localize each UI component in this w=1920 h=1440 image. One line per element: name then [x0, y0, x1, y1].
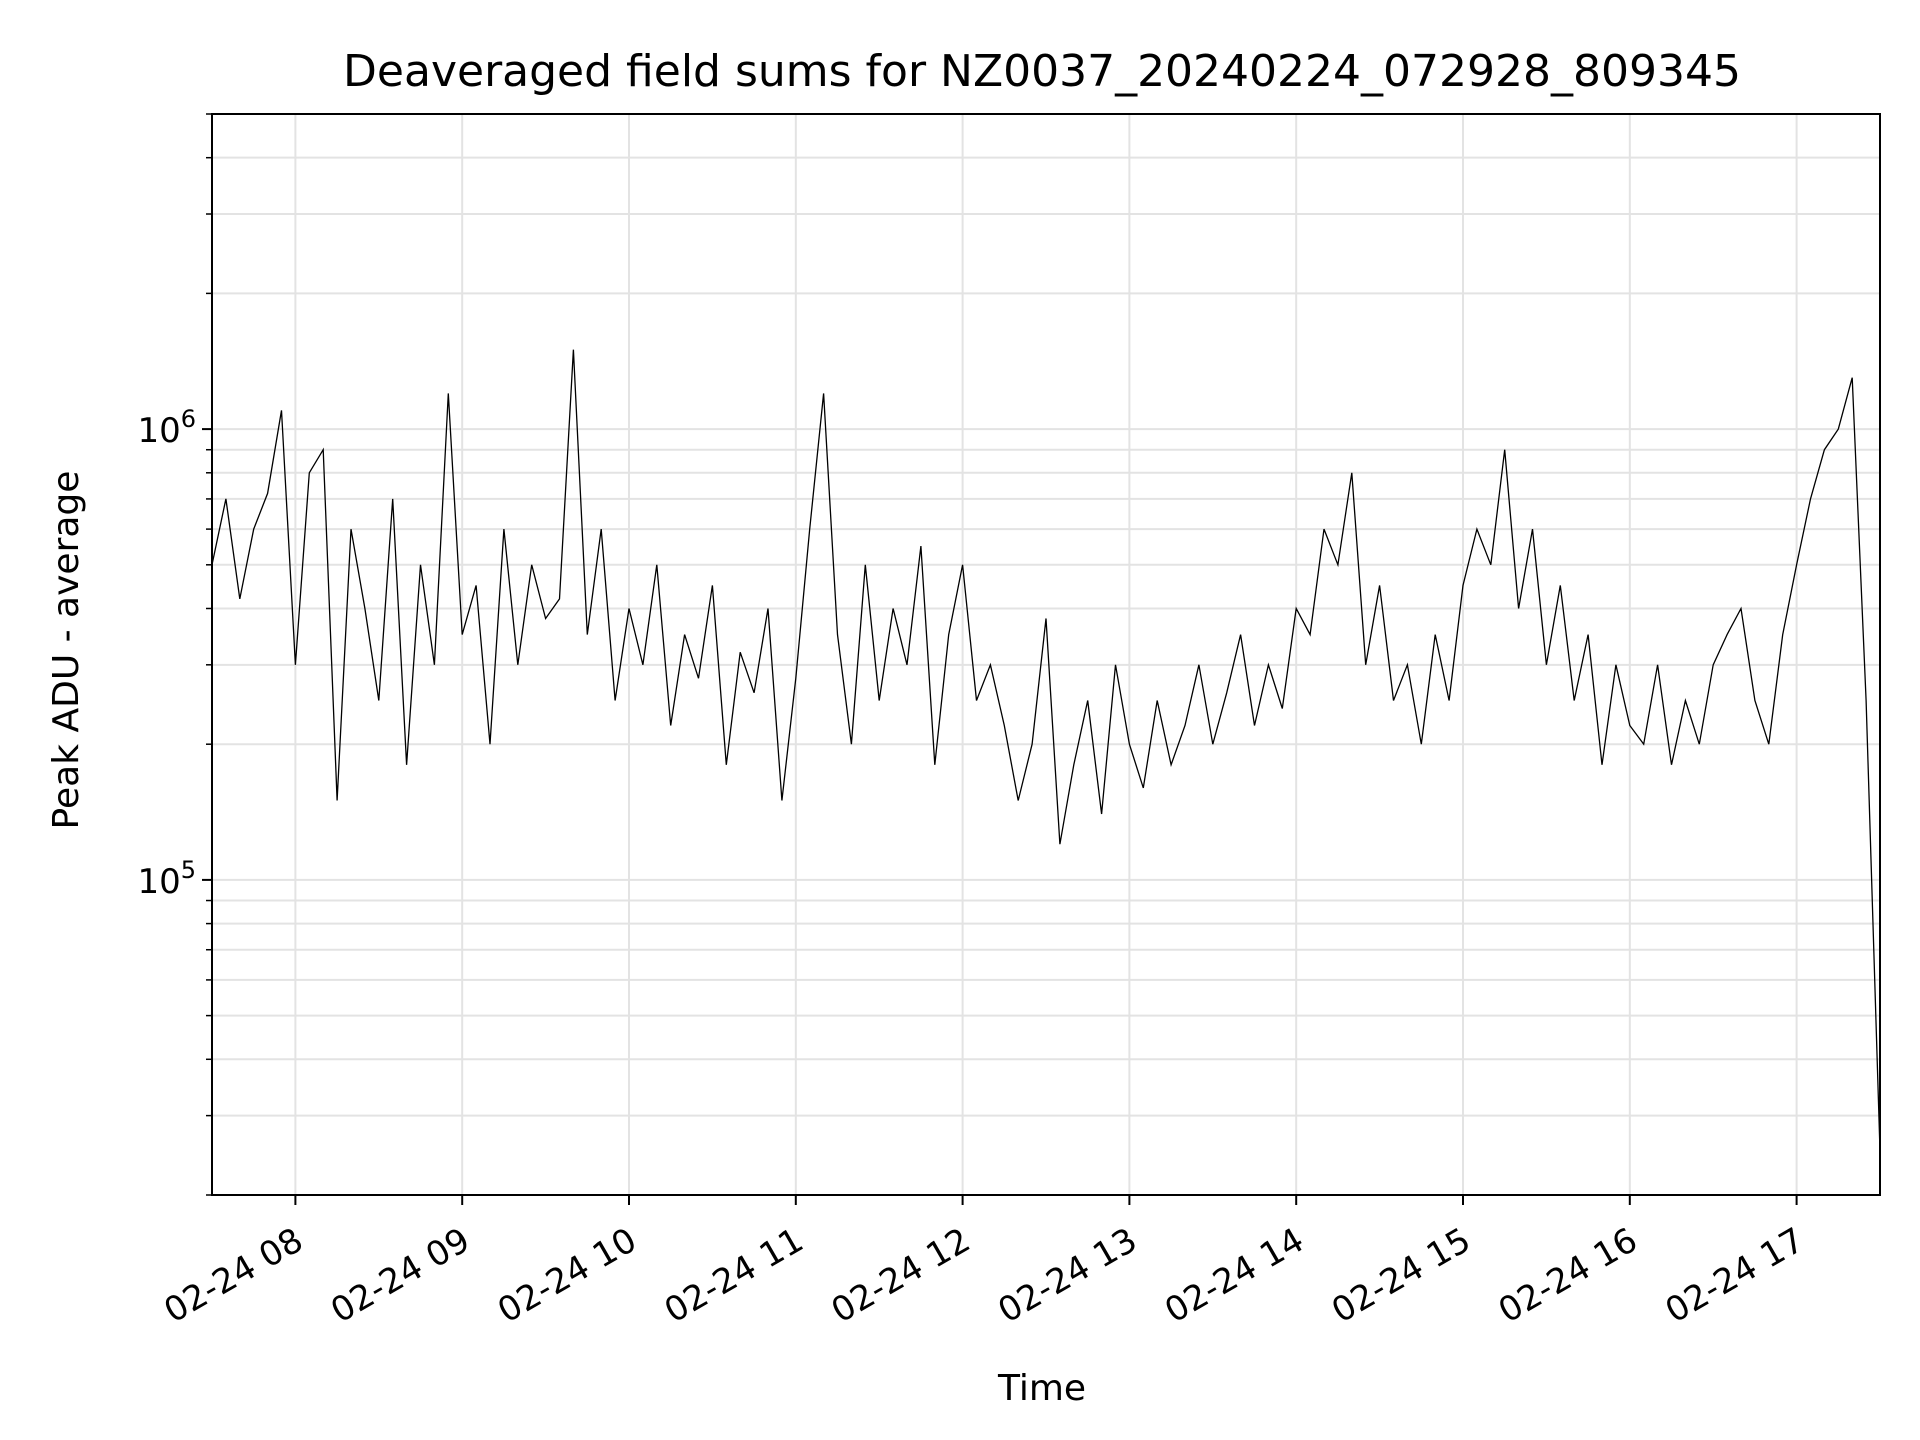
y-tick-label: 105	[137, 856, 196, 902]
y-tick-label: 106	[137, 405, 196, 451]
series-line	[211, 349, 1881, 1152]
x-axis-label: Time	[997, 1368, 1086, 1409]
y-axis-label: Peak ADU - average	[46, 471, 87, 830]
plot-frame	[211, 113, 1881, 1196]
chart-title: Deaveraged field sums for NZ0037_2024022…	[343, 46, 1741, 97]
